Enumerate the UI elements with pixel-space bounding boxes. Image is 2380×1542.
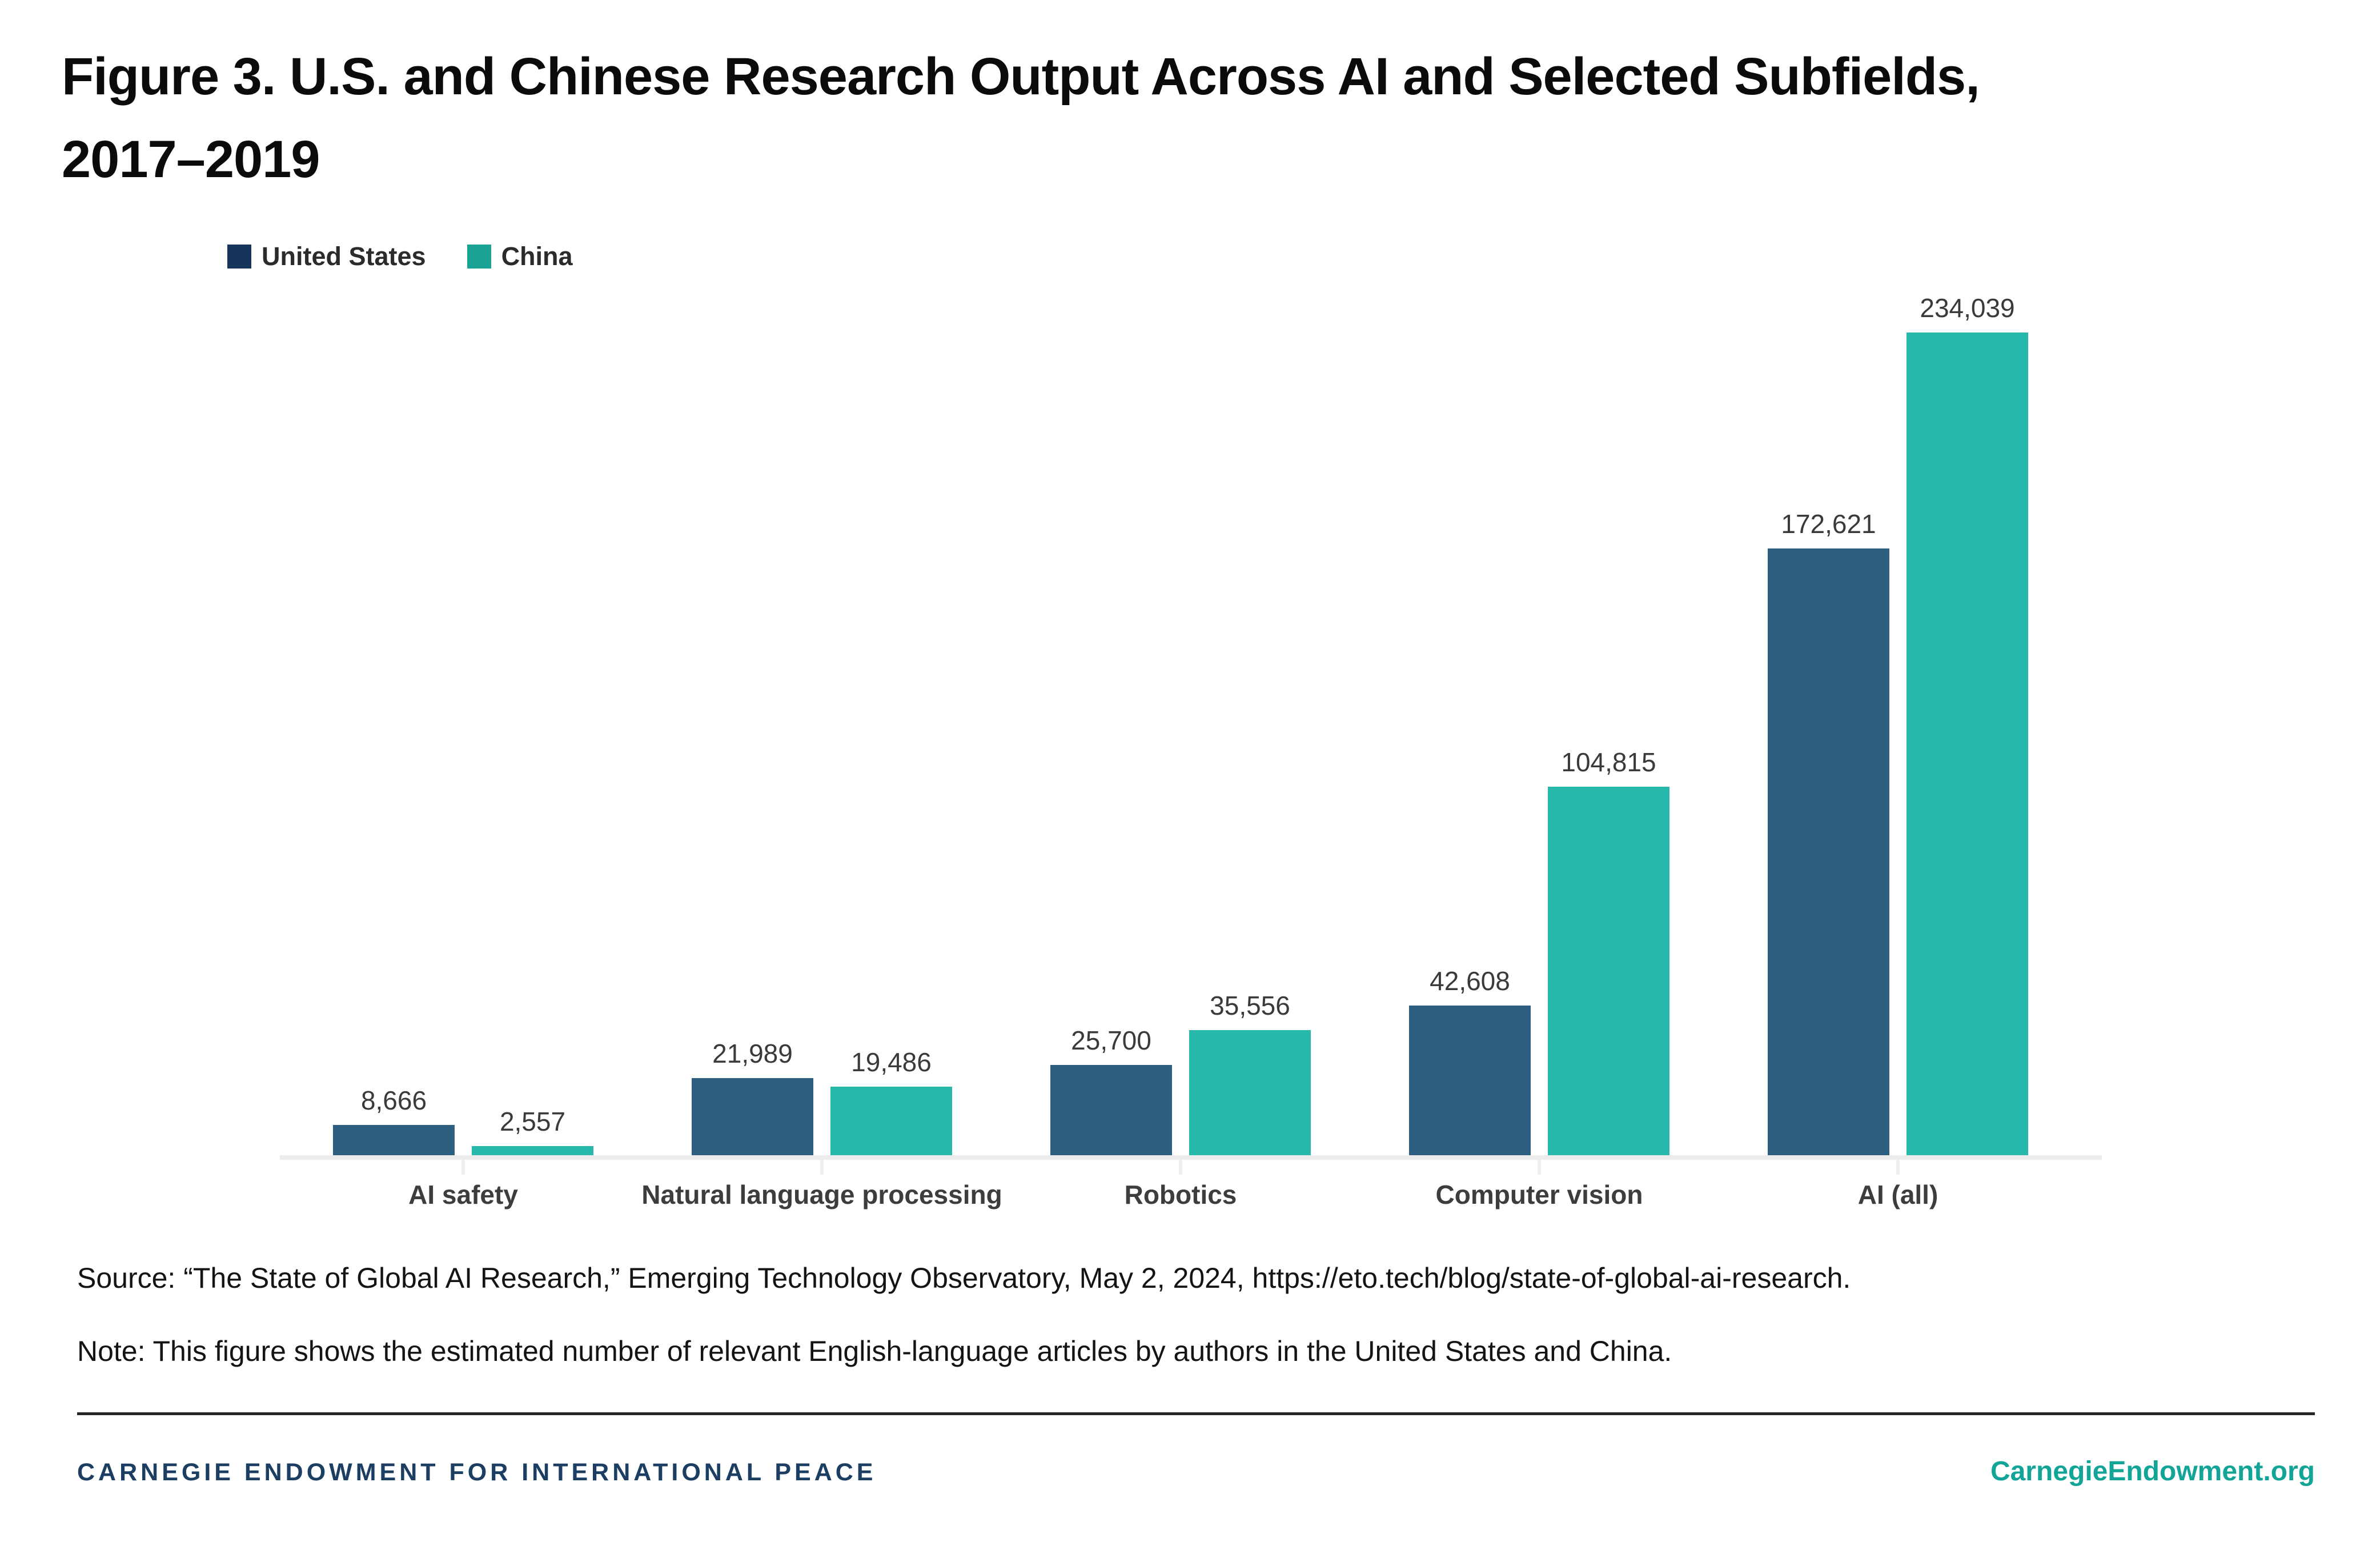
value-label-united-states-ai-all: 172,621 <box>1781 509 1876 539</box>
x-axis-tick-ai-safety <box>461 1160 465 1175</box>
legend-item-china: China <box>467 242 573 271</box>
x-axis-tick-ai-all <box>1896 1160 1900 1175</box>
bar-united-states-computer-vision: 42,608 <box>1409 966 1531 1155</box>
chart-legend: United States China <box>227 242 573 271</box>
category-label-ai-safety: AI safety <box>408 1180 518 1209</box>
x-axis-tick-computer-vision <box>1538 1160 1541 1175</box>
footer-website-url: CarnegieEndowment.org <box>1990 1456 2315 1487</box>
footer-divider <box>77 1412 2315 1415</box>
note-text: Note: This figure shows the estimated nu… <box>77 1335 1672 1367</box>
source-text: Source: “The State of Global AI Research… <box>77 1262 1851 1294</box>
legend-item-united-states: United States <box>227 242 426 271</box>
bar-united-states-robotics: 25,700 <box>1050 1026 1172 1155</box>
bar-china-computer-vision: 104,815 <box>1548 747 1669 1155</box>
bar-china-robotics: 35,556 <box>1189 991 1311 1155</box>
bar-china-natural-language-processing: 19,486 <box>830 1047 952 1155</box>
value-label-china-ai-safety: 2,557 <box>499 1107 566 1136</box>
value-label-china-robotics: 35,556 <box>1210 991 1290 1020</box>
bar-united-states-natural-language-processing: 21,989 <box>692 1039 813 1155</box>
footer: CARNEGIE ENDOWMENT FOR INTERNATIONAL PEA… <box>77 1456 2315 1487</box>
bar-china-ai-safety: 2,557 <box>472 1107 593 1155</box>
figure-title: Figure 3. U.S. and Chinese Research Outp… <box>62 35 1980 202</box>
category-label-computer-vision: Computer vision <box>1435 1180 1643 1209</box>
x-axis-tick-natural-language-processing <box>820 1160 824 1175</box>
category-label-natural-language-processing: Natural language processing <box>641 1180 1002 1209</box>
category-label-robotics: Robotics <box>1124 1180 1237 1209</box>
value-label-united-states-ai-safety: 8,666 <box>360 1086 427 1115</box>
value-label-china-computer-vision: 104,815 <box>1561 747 1656 777</box>
figure-title-line-2: 2017–2019 <box>62 130 320 189</box>
legend-swatch-china <box>467 245 491 269</box>
x-axis-line <box>280 1155 2102 1160</box>
legend-label-united-states: United States <box>262 242 426 271</box>
bar-group-computer-vision: 42,608 104,815 Computer vision <box>1360 333 1719 1209</box>
legend-label-china: China <box>501 242 573 271</box>
value-label-china-natural-language-processing: 19,486 <box>851 1047 932 1077</box>
bar-group-ai-all: 172,621 234,039 AI (all) <box>1719 293 2077 1209</box>
footer-organization: CARNEGIE ENDOWMENT FOR INTERNATIONAL PEA… <box>77 1459 877 1486</box>
value-label-china-ai-all: 234,039 <box>1920 293 2015 323</box>
bar-china-ai-all: 234,039 <box>1907 293 2028 1155</box>
value-label-united-states-natural-language-processing: 21,989 <box>712 1039 793 1068</box>
plot-area: 8,666 2,557 AI safety 21,989 19,486 Natural l… <box>284 293 2077 1209</box>
x-axis-tick-robotics <box>1179 1160 1182 1175</box>
value-label-united-states-computer-vision: 42,608 <box>1430 966 1510 996</box>
bar-group-ai-safety: 8,666 2,557 AI safety <box>284 333 643 1209</box>
legend-swatch-united-states <box>227 245 251 269</box>
value-label-united-states-robotics: 25,700 <box>1071 1026 1151 1055</box>
bar-group-natural-language-processing: 21,989 19,486 Natural language processing <box>641 333 1002 1209</box>
category-label-ai-all: AI (all) <box>1857 1180 1938 1209</box>
figure-title-line-1: Figure 3. U.S. and Chinese Research Outp… <box>62 47 1980 106</box>
bar-united-states-ai-safety: 8,666 <box>333 1086 455 1155</box>
bar-group-robotics: 25,700 35,556 Robotics <box>1001 333 1360 1209</box>
bar-united-states-ai-all: 172,621 <box>1768 509 1889 1155</box>
